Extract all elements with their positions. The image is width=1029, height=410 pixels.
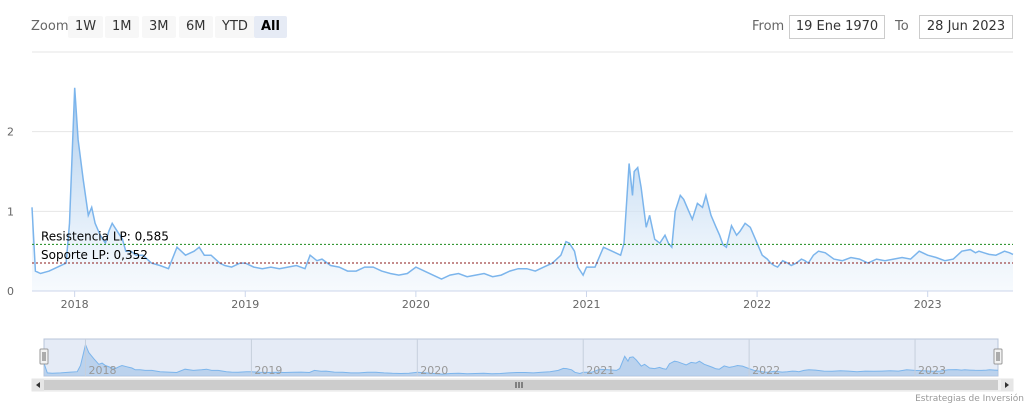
to-date-input[interactable]: 28 Jun 2023	[919, 15, 1013, 39]
navigator-tick-label: 2021	[586, 364, 614, 377]
x-tick-label: 2023	[914, 298, 942, 311]
navigator-tick-label: 2020	[420, 364, 448, 377]
navigator-tick-label: 2023	[918, 364, 946, 377]
x-tick-label: 2018	[61, 298, 89, 311]
x-tick-label: 2019	[231, 298, 259, 311]
chart-credits[interactable]: Estrategias de Inversión	[915, 394, 1024, 404]
zoom-all-button[interactable]: All	[254, 16, 287, 38]
navigator-tick-label: 2022	[752, 364, 780, 377]
scrollbar-thumb[interactable]	[44, 380, 998, 390]
series-line	[31, 87, 1014, 280]
support-label: Soporte LP: 0,352	[41, 248, 148, 262]
zoom-1m-button[interactable]: 1M	[105, 16, 139, 38]
y-tick-label: 2	[7, 126, 14, 139]
navigator-left-handle[interactable]	[39, 348, 49, 365]
range-selector: Zoom 1W 1M 3M 6M YTD All From 19 Ene 197…	[0, 0, 1029, 44]
y-tick-label: 1	[7, 205, 14, 218]
x-tick-label: 2022	[743, 298, 771, 311]
zoom-1w-button[interactable]: 1W	[68, 16, 104, 38]
from-date-input[interactable]: 19 Ene 1970	[789, 15, 885, 39]
navigator-right-handle[interactable]	[993, 348, 1003, 365]
to-label: To	[895, 19, 909, 34]
navigator-line	[43, 342, 999, 375]
zoom-label: Zoom	[31, 19, 69, 34]
navigator-area	[44, 344, 998, 376]
from-label: From	[752, 19, 785, 34]
chevron-left-icon	[36, 382, 40, 388]
navigator-tick-label: 2019	[254, 364, 282, 377]
y-tick-label: 0	[7, 285, 14, 298]
x-tick-label: 2021	[572, 298, 600, 311]
chevron-right-icon	[1005, 382, 1009, 388]
resistance-label: Resistencia LP: 0,585	[41, 229, 169, 243]
zoom-ytd-button[interactable]: YTD	[215, 16, 255, 38]
series-area	[32, 87, 1013, 291]
zoom-3m-button[interactable]: 3M	[142, 16, 176, 38]
navigator-tick-label: 2018	[88, 364, 116, 377]
x-tick-label: 2020	[402, 298, 430, 311]
zoom-6m-button[interactable]: 6M	[179, 16, 213, 38]
